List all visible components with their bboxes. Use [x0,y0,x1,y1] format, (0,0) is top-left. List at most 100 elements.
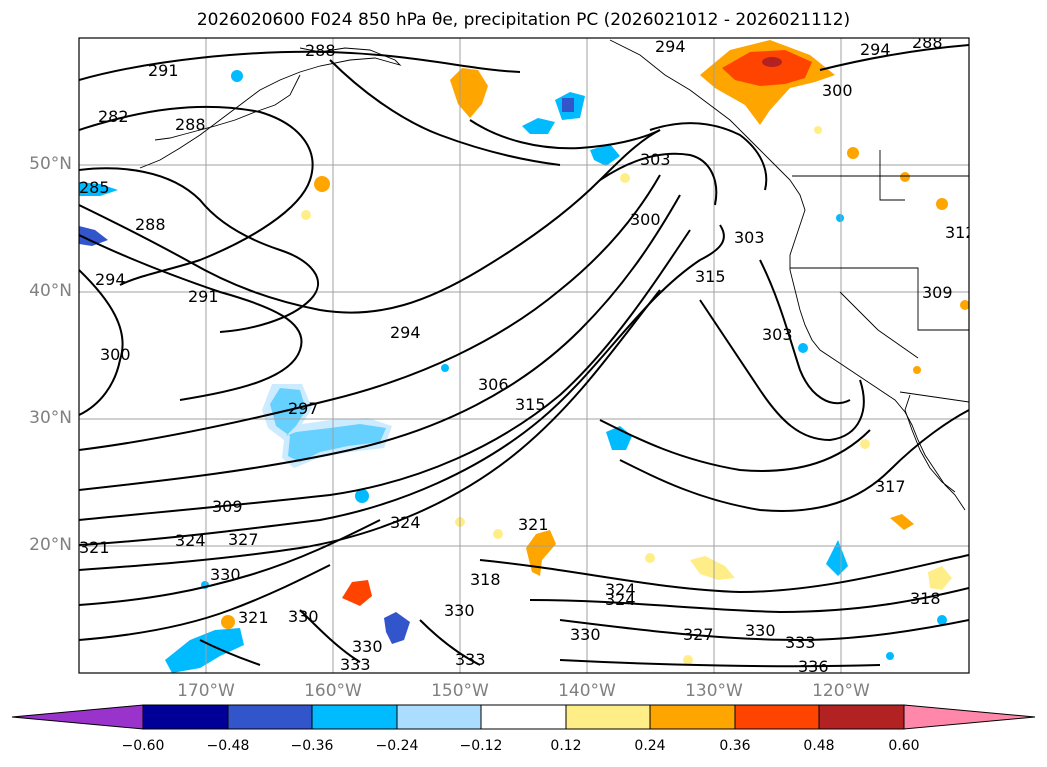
contour-label: 333 [340,655,371,674]
precip-dot-cool-7 [886,652,894,660]
precip-dot-cool-4 [798,343,808,353]
contour-label: 303 [762,325,793,344]
contour-label: 315 [515,395,546,414]
colorbar-bin [480,704,567,730]
precip-dot-4 [847,147,859,159]
contour-label: 330 [352,637,383,656]
colorbar-bin [142,704,229,730]
contour-labels: 291 288 282 288 285 288 294 291 300 294 … [79,37,976,676]
lon-label-140w: 140°W [558,681,616,701]
contour-label: 300 [822,81,853,100]
graticule [79,38,969,673]
contour-label: 317 [875,477,906,496]
colorbar-bin [396,704,482,730]
colorbar-bin [734,704,820,730]
colorbar-tick: −0.48 [206,738,250,754]
contour-label: 318 [910,589,941,608]
contour-label: 330 [210,565,241,584]
contour-label: 330 [444,601,475,620]
precip-dot-5 [936,198,948,210]
colorbar-bin [649,704,736,730]
lon-label-160w: 160°W [304,681,362,701]
precip-dot-3 [620,173,630,183]
precip-dot-cool-3 [441,364,449,372]
precip-dot-7 [860,439,870,449]
contour-label: 282 [98,107,129,126]
contour-label: 288 [305,41,336,60]
contour-label: 294 [655,37,686,56]
contour-label: 324 [605,580,636,599]
precip-dot-13 [683,655,693,665]
precip-dot-10 [493,529,503,539]
colorbar-tick: −0.12 [459,738,503,754]
precip-area-south-a [342,580,372,606]
precip-area-south-e [928,566,952,590]
precip-area-south-c [690,556,735,580]
coastline-aleutians [154,74,301,141]
contour-label: 330 [570,625,601,644]
precip-dot-8 [913,366,921,374]
contour-label: 333 [455,650,486,669]
map-title: 2026020600 F024 850 hPa θe, precipitatio… [196,10,851,30]
precip-dot-6 [900,172,910,182]
lat-label-30n: 30°N [29,408,72,428]
precip-dot-cool-2 [355,489,369,503]
contour-label: 303 [640,150,671,169]
precip-dot-cool-1 [231,70,243,82]
colorbar-tick: 0.36 [719,738,751,754]
colorbar-tick: 0.24 [634,738,666,754]
lon-label-120w: 120°W [812,681,870,701]
colorbar-bin [565,704,651,730]
contour-label: 327 [228,530,259,549]
precip-area-west-edge-a [79,182,118,196]
contour-label: 294 [390,323,421,342]
border-state-b [839,291,919,359]
precip-dot-2 [301,210,311,220]
contour-label: 288 [135,215,166,234]
contour-label: 291 [188,287,219,306]
contour-label: 312 [945,223,976,242]
contour-label: 321 [79,538,110,557]
colorbar-extend-high [903,704,1036,730]
contour-label: 294 [95,270,126,289]
precip-dot-cool-5 [836,214,844,222]
contour-label: 291 [148,61,179,80]
precip-area-southwest [165,628,244,673]
lat-label-40n: 40°N [29,281,72,301]
lat-label-50n: 50°N [29,154,72,174]
coastlines [139,39,969,511]
contour-label: 294 [860,40,891,59]
precip-dot-1 [314,176,330,192]
map-plot-area: 291 288 282 288 285 288 294 291 300 294 … [79,37,976,676]
colorbar-bin [311,704,398,730]
contour-label: 330 [745,621,776,640]
precip-area-alaska-core [722,50,812,86]
coastline-alaska-peninsula [139,47,402,169]
colorbar-tick: −0.24 [375,738,419,754]
colorbar-bin [818,704,905,730]
precip-area-south-d [890,514,914,530]
contour-label: 333 [785,633,816,652]
contour-label: 324 [175,531,206,550]
border-state-c [879,150,905,201]
precip-dot-9 [960,300,969,310]
colorbar-tick: 0.60 [888,738,920,754]
contour-label: 324 [390,513,421,532]
colorbar-tick: 0.48 [803,738,835,754]
border-mexico [899,391,969,403]
colorbar-extend-low [11,704,144,730]
contour-label: 336 [798,657,829,676]
contour-label: 309 [212,497,243,516]
precip-area-gulf-alaska-east [590,144,620,166]
theta-e-contours [79,44,969,668]
contour-label: 285 [79,178,110,197]
contour-label: 306 [478,375,509,394]
contour-label: 303 [734,228,765,247]
precip-area-subtropics-b [384,612,410,644]
contour-label: 321 [238,608,269,627]
precip-dot-12 [645,553,655,563]
lon-label-130w: 130°W [685,681,743,701]
map-frame [78,37,970,674]
contour-label: 300 [100,345,131,364]
